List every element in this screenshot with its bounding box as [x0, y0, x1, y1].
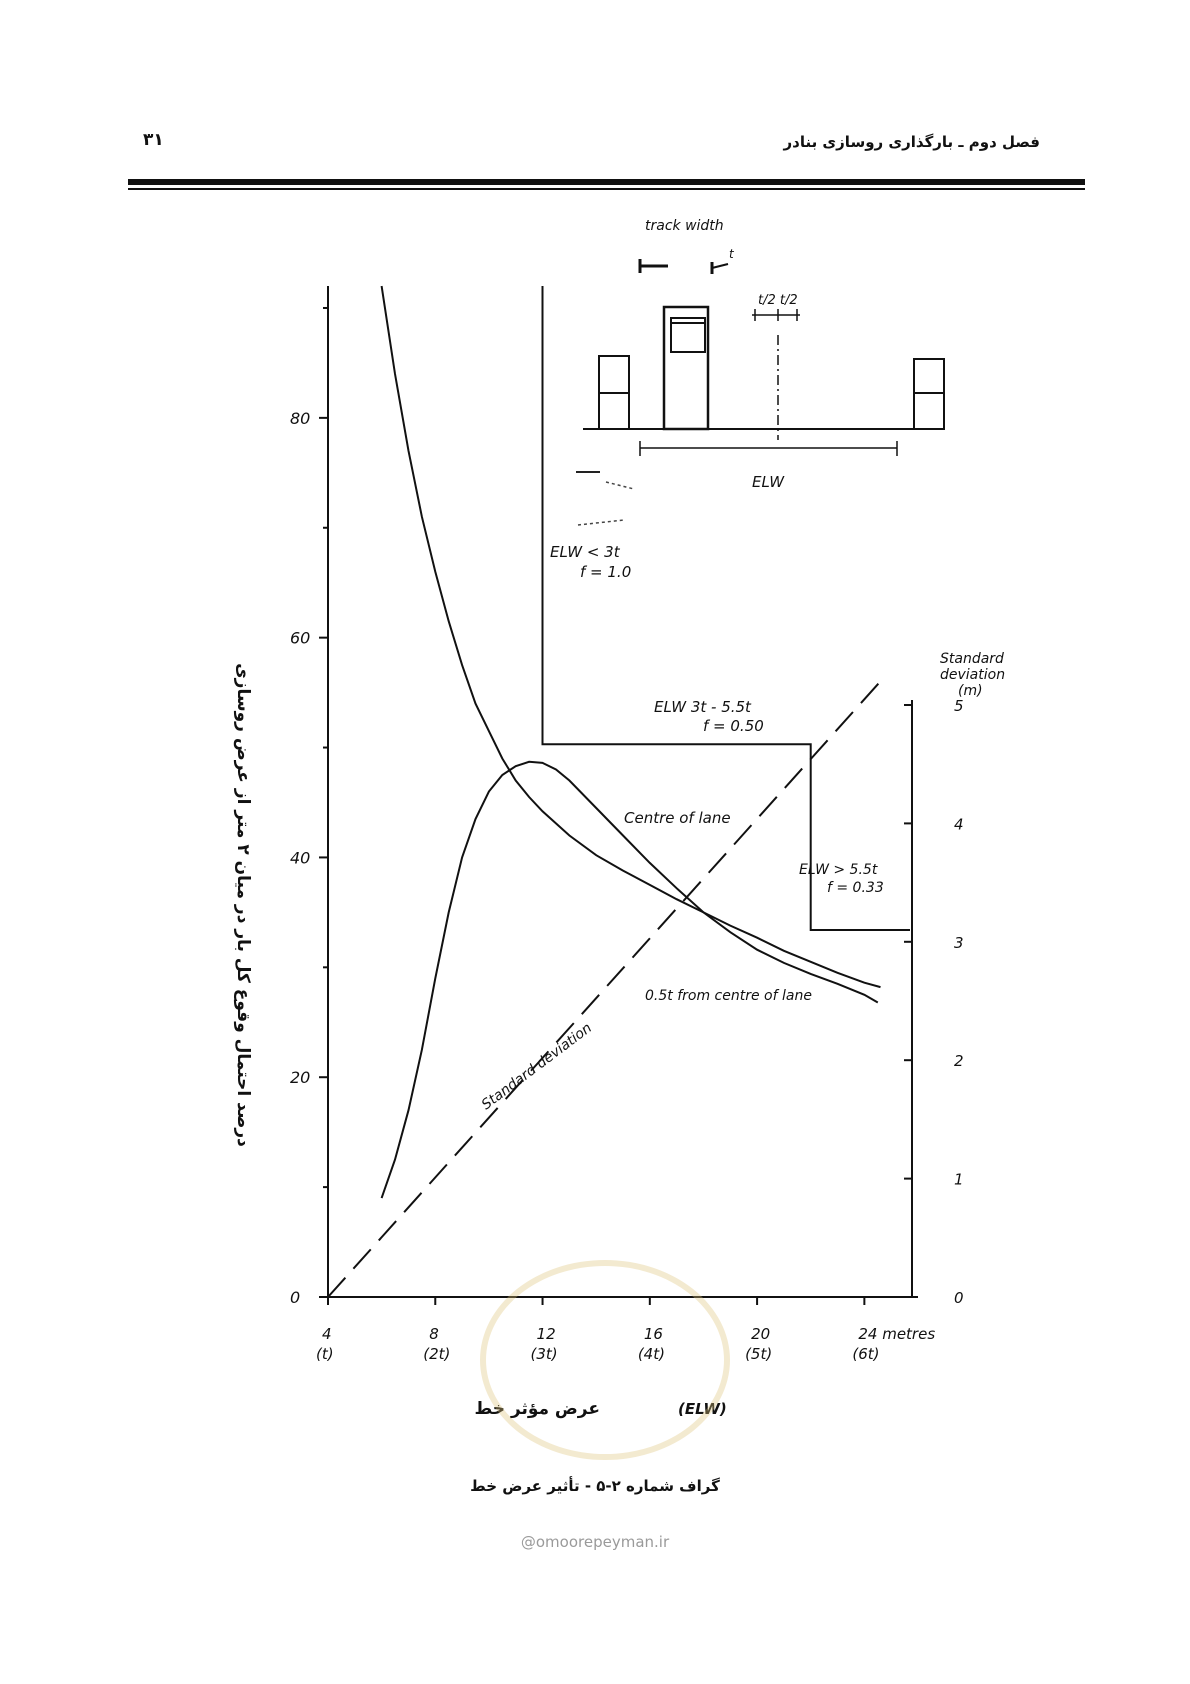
x-tick-sublabel: (t): [316, 1345, 334, 1363]
y2-axis-title: Standard: [940, 651, 1004, 667]
y2-tick-label: 3: [954, 934, 964, 952]
y2-tick-label: 5: [954, 697, 964, 715]
watermark-seal: [480, 1260, 730, 1460]
y2-axis-title: deviation: [940, 667, 1005, 683]
x-tick-label: 4: [322, 1325, 332, 1343]
region3-label: ELW > 5.5t: [799, 862, 878, 878]
region1-label: ELW < 3t: [550, 543, 621, 561]
y2-axis-title: (m): [958, 683, 983, 699]
series-line: [380, 760, 879, 1199]
track-width-label: track width: [645, 218, 724, 234]
header-rule-thin: [128, 188, 1085, 190]
half-t-label: t/2 t/2: [758, 293, 798, 308]
x-tick-label: 24 metres: [858, 1325, 935, 1343]
y2-tick-label: 0: [954, 1289, 964, 1307]
series-label-offset: 0.5t from centre of lane: [645, 988, 812, 1004]
region3-f-label: f = 0.33: [827, 880, 884, 896]
y-tick-label: 60: [290, 629, 310, 648]
series-line: [327, 680, 882, 1298]
x-tick-label: 20: [751, 1325, 770, 1343]
y2-tick-label: 4: [954, 815, 964, 833]
page-number: ۳۱: [143, 130, 164, 150]
y2-tick-label: 1: [954, 1171, 964, 1189]
figure-caption: گراف شماره ۲-۵ - تأثیر عرض خط: [470, 1477, 720, 1495]
region1-f-label: f = 1.0: [580, 563, 631, 581]
region2-label: ELW 3t - 5.5t: [654, 698, 752, 716]
chapter-title: فصل دوم ـ بارگذاری روسازی بنادر: [783, 133, 1040, 151]
y-tick-label: 20: [290, 1068, 310, 1087]
header-rule-thick: [128, 179, 1085, 185]
t-label: t: [729, 247, 735, 261]
x-tick-sublabel: (6t): [852, 1345, 879, 1363]
f-step-line: [541, 286, 910, 931]
y-tick-label: 80: [290, 409, 310, 428]
region2-f-label: f = 0.50: [703, 717, 764, 735]
series-line: [380, 285, 881, 989]
x-tick-sublabel: (2t): [423, 1345, 450, 1363]
centre-vehicle: [662, 305, 710, 431]
series-label-stddev: Standard deviation: [479, 1020, 595, 1113]
series-group: [327, 285, 910, 1298]
series-label-centre: Centre of lane: [624, 809, 731, 827]
x-tick-label: 8: [429, 1325, 439, 1343]
lane-diagram: [576, 259, 945, 526]
y-tick-label: 40: [290, 848, 310, 867]
y2-tick-label: 2: [954, 1052, 964, 1070]
elw-label: ELW: [752, 473, 785, 491]
y-tick-label: 0: [290, 1288, 300, 1307]
x-tick-sublabel: (5t): [745, 1345, 772, 1363]
site-watermark: @omoorepeyman.ir: [520, 1533, 670, 1551]
